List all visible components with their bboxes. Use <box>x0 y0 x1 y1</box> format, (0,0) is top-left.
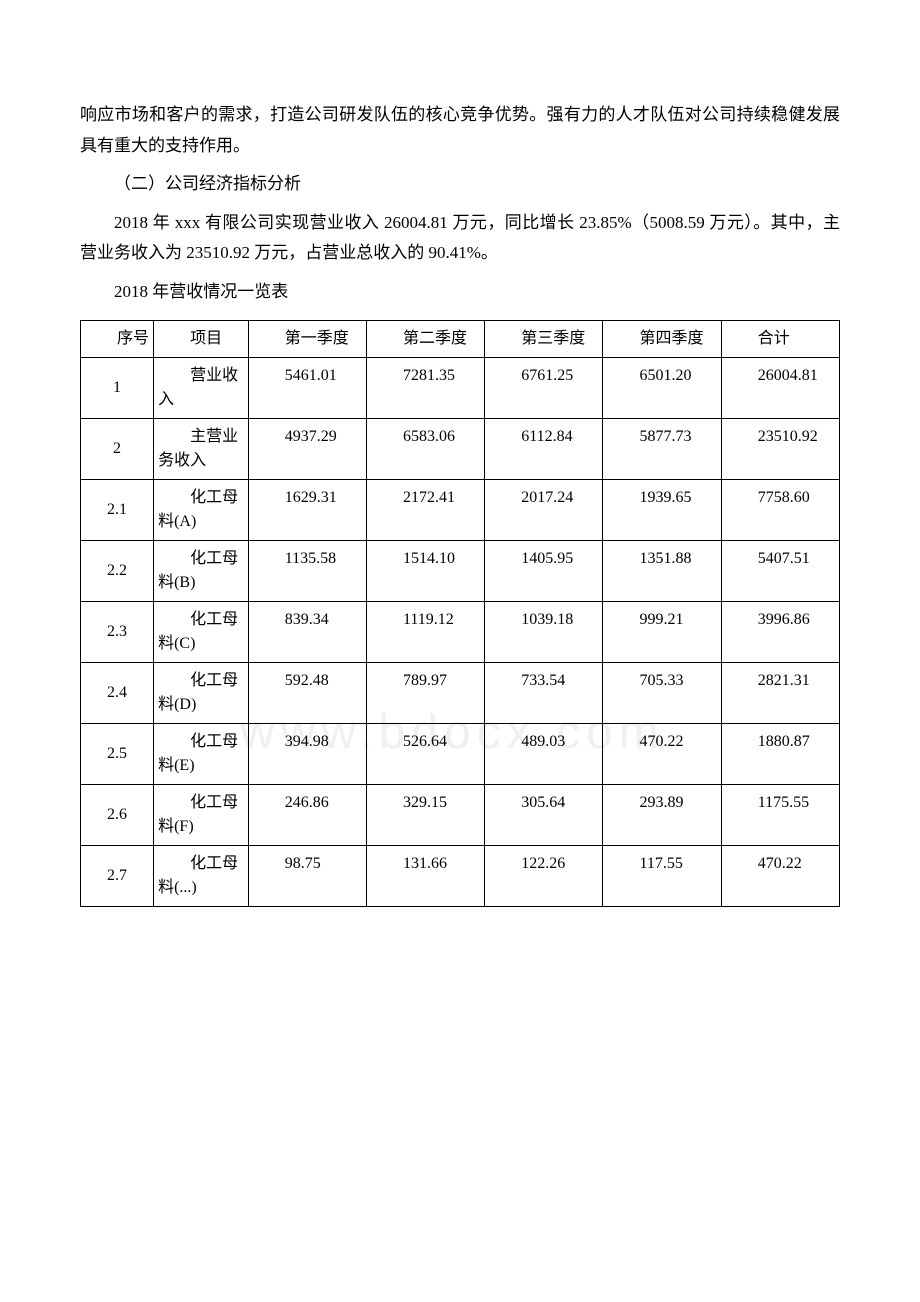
cell-total: 1175.55 <box>721 784 839 845</box>
cell-q4: 6501.20 <box>603 357 721 418</box>
cell-item: 化工母料(C) <box>154 601 249 662</box>
cell-q3: 122.26 <box>485 845 603 906</box>
cell-q2: 1514.10 <box>366 540 484 601</box>
cell-total: 26004.81 <box>721 357 839 418</box>
cell-num: 2 <box>81 418 154 479</box>
cell-q4: 293.89 <box>603 784 721 845</box>
cell-q1: 4937.29 <box>248 418 366 479</box>
cell-item: 化工母料(D) <box>154 662 249 723</box>
cell-item: 化工母料(...) <box>154 845 249 906</box>
cell-q3: 6112.84 <box>485 418 603 479</box>
header-num: 序号 <box>81 320 154 357</box>
table-row: 2 主营业务收入 4937.29 6583.06 6112.84 5877.73… <box>81 418 840 479</box>
cell-q4: 470.22 <box>603 723 721 784</box>
table-row: 2.3 化工母料(C) 839.34 1119.12 1039.18 999.2… <box>81 601 840 662</box>
cell-q3: 2017.24 <box>485 479 603 540</box>
table-row: 2.5 化工母料(E) 394.98 526.64 489.03 470.22 … <box>81 723 840 784</box>
cell-q2: 789.97 <box>366 662 484 723</box>
cell-total: 2821.31 <box>721 662 839 723</box>
cell-q4: 5877.73 <box>603 418 721 479</box>
cell-q3: 1405.95 <box>485 540 603 601</box>
cell-q3: 733.54 <box>485 662 603 723</box>
header-q3: 第三季度 <box>485 320 603 357</box>
cell-q2: 1119.12 <box>366 601 484 662</box>
cell-q2: 526.64 <box>366 723 484 784</box>
table-row: 2.4 化工母料(D) 592.48 789.97 733.54 705.33 … <box>81 662 840 723</box>
cell-q4: 1351.88 <box>603 540 721 601</box>
header-q4: 第四季度 <box>603 320 721 357</box>
cell-q2: 6583.06 <box>366 418 484 479</box>
cell-total: 470.22 <box>721 845 839 906</box>
table-row: 2.2 化工母料(B) 1135.58 1514.10 1405.95 1351… <box>81 540 840 601</box>
cell-q3: 6761.25 <box>485 357 603 418</box>
cell-total: 1880.87 <box>721 723 839 784</box>
cell-q4: 999.21 <box>603 601 721 662</box>
cell-q3: 305.64 <box>485 784 603 845</box>
cell-num: 2.4 <box>81 662 154 723</box>
cell-num: 2.5 <box>81 723 154 784</box>
cell-total: 23510.92 <box>721 418 839 479</box>
header-q2: 第二季度 <box>366 320 484 357</box>
cell-q1: 5461.01 <box>248 357 366 418</box>
cell-item: 化工母料(E) <box>154 723 249 784</box>
cell-q1: 1135.58 <box>248 540 366 601</box>
cell-num: 2.2 <box>81 540 154 601</box>
cell-item: 化工母料(A) <box>154 479 249 540</box>
cell-q2: 131.66 <box>366 845 484 906</box>
cell-q4: 117.55 <box>603 845 721 906</box>
cell-q1: 98.75 <box>248 845 366 906</box>
cell-total: 3996.86 <box>721 601 839 662</box>
table-row: 2.1 化工母料(A) 1629.31 2172.41 2017.24 1939… <box>81 479 840 540</box>
cell-num: 2.3 <box>81 601 154 662</box>
cell-item: 化工母料(B) <box>154 540 249 601</box>
cell-q3: 1039.18 <box>485 601 603 662</box>
cell-total: 5407.51 <box>721 540 839 601</box>
revenue-table: 序号 项目 第一季度 第二季度 第三季度 第四季度 合计 1 营业收入 5461… <box>80 320 840 907</box>
cell-q1: 839.34 <box>248 601 366 662</box>
cell-q2: 7281.35 <box>366 357 484 418</box>
cell-q2: 2172.41 <box>366 479 484 540</box>
paragraph-1: 响应市场和客户的需求，打造公司研发队伍的核心竞争优势。强有力的人才队伍对公司持续… <box>80 100 840 161</box>
table-title: 2018 年营收情况一览表 <box>80 277 840 308</box>
cell-q4: 1939.65 <box>603 479 721 540</box>
table-row: 1 营业收入 5461.01 7281.35 6761.25 6501.20 2… <box>81 357 840 418</box>
cell-q1: 394.98 <box>248 723 366 784</box>
table-row: 2.6 化工母料(F) 246.86 329.15 305.64 293.89 … <box>81 784 840 845</box>
cell-num: 2.1 <box>81 479 154 540</box>
cell-num: 2.6 <box>81 784 154 845</box>
cell-total: 7758.60 <box>721 479 839 540</box>
cell-q1: 592.48 <box>248 662 366 723</box>
cell-item: 营业收入 <box>154 357 249 418</box>
cell-q2: 329.15 <box>366 784 484 845</box>
header-q1: 第一季度 <box>248 320 366 357</box>
cell-num: 1 <box>81 357 154 418</box>
header-total: 合计 <box>721 320 839 357</box>
header-item: 项目 <box>154 320 249 357</box>
cell-item: 主营业务收入 <box>154 418 249 479</box>
cell-num: 2.7 <box>81 845 154 906</box>
paragraph-3: 2018 年 xxx 有限公司实现营业收入 26004.81 万元，同比增长 2… <box>80 208 840 269</box>
cell-q4: 705.33 <box>603 662 721 723</box>
table-header-row: 序号 项目 第一季度 第二季度 第三季度 第四季度 合计 <box>81 320 840 357</box>
table-row: 2.7 化工母料(...) 98.75 131.66 122.26 117.55… <box>81 845 840 906</box>
cell-item: 化工母料(F) <box>154 784 249 845</box>
section-heading: （二）公司经济指标分析 <box>80 169 840 200</box>
cell-q1: 246.86 <box>248 784 366 845</box>
cell-q1: 1629.31 <box>248 479 366 540</box>
cell-q3: 489.03 <box>485 723 603 784</box>
